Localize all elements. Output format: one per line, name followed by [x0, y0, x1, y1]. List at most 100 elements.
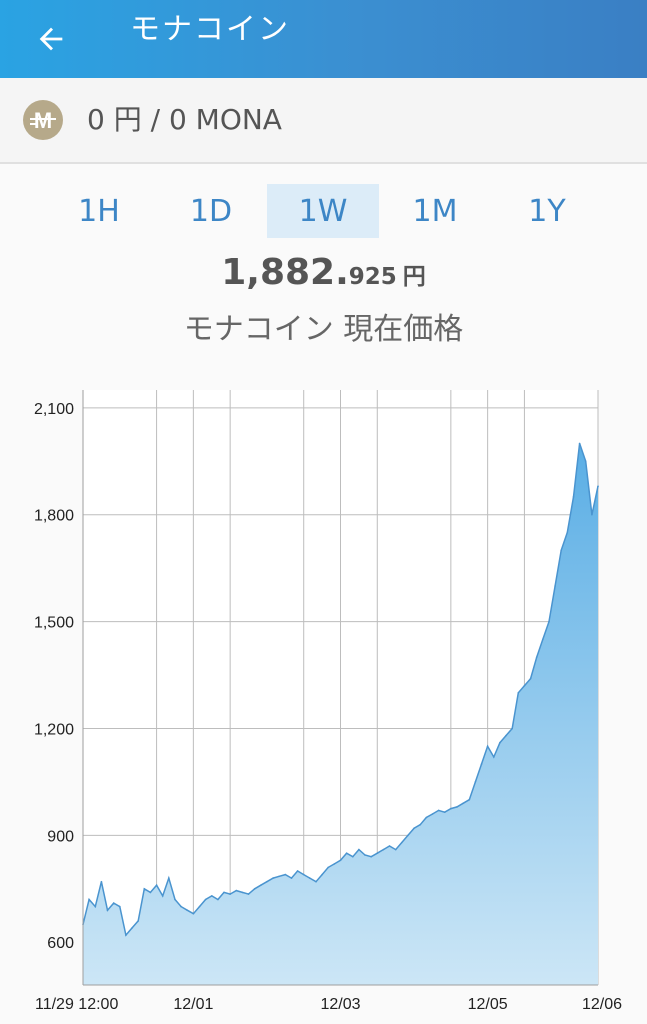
- x-tick-label: 12/01: [173, 996, 213, 1013]
- price-decimal: 925: [348, 264, 397, 290]
- data-point: [290, 877, 293, 879]
- period-tabs: 1H 1D 1W 1M 1Y: [43, 184, 603, 238]
- data-point: [554, 585, 556, 587]
- data-point: [523, 684, 526, 687]
- price-area: [83, 443, 598, 985]
- data-point: [198, 905, 201, 908]
- x-tick-label: 11/29 12:00: [35, 996, 118, 1013]
- price-chart[interactable]: 600 900 1,200 1,500 1,800 2,100 11/29 12:00 12/…: [0, 380, 647, 1024]
- data-point: [217, 898, 219, 901]
- data-point: [309, 877, 311, 879]
- y-tick-label: 600: [47, 935, 74, 952]
- y-tick-label: 1,800: [34, 508, 74, 525]
- data-point: [450, 807, 452, 810]
- data-point: [131, 927, 133, 929]
- x-tick-label: 12/03: [320, 996, 360, 1013]
- data-point: [462, 802, 464, 805]
- data-point: [149, 891, 152, 894]
- balance-text: 0 円 / 0 MONA: [87, 103, 282, 136]
- data-point: [321, 873, 323, 876]
- data-point: [174, 898, 176, 901]
- data-point: [480, 763, 483, 765]
- data-point: [376, 852, 379, 854]
- data-point: [431, 813, 434, 815]
- data-point: [407, 834, 409, 837]
- data-point: [192, 912, 195, 915]
- tab-1d[interactable]: 1D: [189, 194, 233, 229]
- data-point: [566, 531, 569, 534]
- price-integer: 1,882.: [221, 252, 349, 293]
- arrow-left-icon: [39, 27, 63, 51]
- data-point: [143, 888, 146, 890]
- data-point: [345, 852, 348, 854]
- data-point: [112, 902, 115, 904]
- data-point: [315, 880, 317, 883]
- data-point: [401, 841, 403, 844]
- data-point: [394, 848, 397, 851]
- data-point: [100, 880, 103, 883]
- tab-1m[interactable]: 1M: [412, 194, 458, 229]
- data-point: [260, 884, 262, 886]
- tab-1y[interactable]: 1Y: [528, 194, 566, 229]
- tab-1h[interactable]: 1H: [78, 194, 120, 229]
- data-point: [333, 863, 336, 865]
- back-button[interactable]: [22, 10, 80, 68]
- data-point: [235, 889, 238, 892]
- data-point: [186, 909, 188, 911]
- data-point: [535, 656, 538, 658]
- data-point: [560, 549, 562, 552]
- data-point: [161, 895, 164, 897]
- data-point: [168, 877, 170, 879]
- data-point: [370, 855, 373, 858]
- y-tick-label: 2,100: [34, 401, 74, 418]
- data-point: [106, 909, 109, 911]
- data-point: [119, 905, 121, 908]
- data-point: [486, 745, 489, 748]
- x-tick-label: 12/06: [582, 996, 622, 1013]
- data-point: [327, 866, 330, 869]
- data-point: [223, 891, 225, 894]
- data-point: [339, 859, 342, 862]
- data-point: [388, 845, 391, 847]
- data-point: [548, 620, 550, 623]
- data-point: [241, 891, 244, 894]
- data-point: [517, 692, 520, 694]
- data-point: [284, 873, 287, 876]
- data-point: [352, 855, 354, 858]
- data-point: [364, 854, 366, 856]
- price-caption: モナコイン 現在価格: [183, 312, 464, 347]
- data-point: [382, 848, 385, 851]
- data-point: [302, 873, 305, 876]
- data-point: [296, 870, 299, 872]
- tab-1w[interactable]: 1W: [267, 184, 379, 238]
- data-point: [443, 811, 446, 813]
- data-point: [437, 809, 440, 812]
- data-point: [253, 888, 256, 890]
- data-point: [505, 734, 507, 737]
- monacoin-icon: M: [23, 100, 63, 140]
- data-point: [511, 727, 513, 730]
- data-point: [474, 781, 477, 783]
- y-tick-label: 900: [47, 828, 74, 845]
- data-point: [529, 677, 532, 680]
- data-point: [572, 496, 575, 498]
- data-point: [155, 884, 158, 886]
- data-point: [278, 875, 281, 878]
- page-title: モナコイン: [130, 12, 290, 47]
- data-point: [419, 823, 422, 826]
- monacoin-letter: M: [34, 108, 52, 133]
- data-point: [468, 798, 471, 801]
- data-point: [578, 442, 581, 445]
- balance-row: M 0 円 / 0 MONA: [0, 78, 647, 164]
- data-point: [584, 460, 587, 463]
- data-point: [204, 898, 207, 901]
- y-tick-label: 1,500: [34, 615, 74, 632]
- data-point: [266, 880, 268, 883]
- data-point: [180, 905, 182, 908]
- data-point: [597, 485, 599, 487]
- data-point: [358, 848, 360, 851]
- data-point: [272, 877, 274, 879]
- data-point: [499, 741, 501, 744]
- price-unit: 円: [402, 264, 426, 290]
- data-point: [137, 920, 139, 922]
